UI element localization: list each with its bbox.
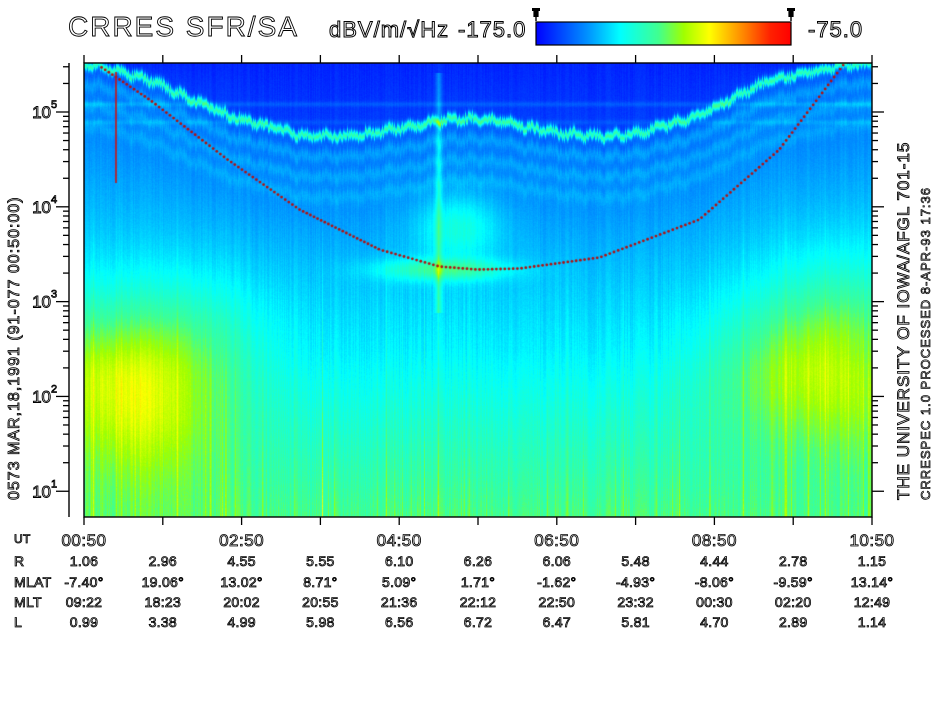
svg-text:13.14°: 13.14° — [851, 574, 893, 590]
svg-text:1.15: 1.15 — [858, 553, 886, 569]
svg-text:L: L — [14, 614, 22, 630]
svg-text:09:22: 09:22 — [66, 594, 103, 610]
svg-text:6.56: 6.56 — [385, 614, 413, 630]
svg-text:1.14: 1.14 — [858, 614, 886, 630]
svg-text:1.71°: 1.71° — [461, 574, 495, 590]
svg-text:18:23: 18:23 — [145, 594, 182, 610]
svg-text:6.47: 6.47 — [543, 614, 571, 630]
svg-text:MLAT: MLAT — [14, 574, 52, 590]
svg-text:4: 4 — [51, 194, 57, 206]
svg-text:2.96: 2.96 — [149, 553, 177, 569]
svg-text:8.71°: 8.71° — [303, 574, 337, 590]
svg-text:10:50: 10:50 — [849, 531, 894, 550]
svg-text:10: 10 — [32, 198, 51, 217]
svg-text:22:50: 22:50 — [539, 594, 576, 610]
svg-text:5.55: 5.55 — [306, 553, 334, 569]
svg-text:4.99: 4.99 — [227, 614, 255, 630]
svg-text:dBV/m/√Hz: dBV/m/√Hz — [329, 17, 449, 42]
svg-text:02:50: 02:50 — [219, 531, 264, 550]
svg-text:-7.40°: -7.40° — [64, 574, 103, 590]
svg-text:10: 10 — [32, 387, 51, 406]
svg-text:5.98: 5.98 — [306, 614, 334, 630]
svg-text:5.09°: 5.09° — [382, 574, 416, 590]
svg-text:10: 10 — [32, 103, 51, 122]
svg-text:R: R — [14, 553, 24, 569]
svg-text:6.06: 6.06 — [543, 553, 571, 569]
svg-text:6.26: 6.26 — [464, 553, 492, 569]
svg-text:3: 3 — [51, 289, 57, 301]
svg-text:-75.0: -75.0 — [808, 17, 863, 42]
svg-text:2.89: 2.89 — [779, 614, 807, 630]
svg-text:0573 MAR,18,1991 (91-077 0: 0573 MAR,18,1991 (91-077 00:50:00) — [6, 196, 23, 500]
svg-text:02:20: 02:20 — [775, 594, 812, 610]
svg-text:CRRESPEC 1.0 PROCESSED 8-A: CRRESPEC 1.0 PROCESSED 8-APR-93 17:36 — [918, 187, 933, 500]
svg-text:4.55: 4.55 — [227, 553, 255, 569]
svg-text:6.10: 6.10 — [385, 553, 413, 569]
svg-text:-8.06°: -8.06° — [695, 574, 734, 590]
svg-text:00:50: 00:50 — [61, 531, 106, 550]
svg-text:-4.93°: -4.93° — [616, 574, 655, 590]
svg-text:04:50: 04:50 — [377, 531, 422, 550]
svg-text:4.70: 4.70 — [700, 614, 728, 630]
svg-text:MLT: MLT — [14, 594, 42, 610]
svg-text:23:32: 23:32 — [617, 594, 654, 610]
svg-text:6.72: 6.72 — [464, 614, 492, 630]
svg-text:CRRES SFR/SA: CRRES SFR/SA — [68, 11, 299, 42]
svg-text:13.02°: 13.02° — [220, 574, 262, 590]
svg-text:2.78: 2.78 — [779, 553, 807, 569]
svg-text:1.06: 1.06 — [70, 553, 98, 569]
svg-text:10: 10 — [32, 482, 51, 501]
svg-text:3.38: 3.38 — [149, 614, 177, 630]
svg-text:-1.62°: -1.62° — [537, 574, 576, 590]
svg-text:5.48: 5.48 — [621, 553, 649, 569]
svg-text:20:02: 20:02 — [223, 594, 260, 610]
svg-text:-9.59°: -9.59° — [774, 574, 813, 590]
svg-text:0.99: 0.99 — [70, 614, 98, 630]
svg-text:19.06°: 19.06° — [142, 574, 184, 590]
svg-text:5: 5 — [51, 99, 57, 111]
svg-text:UT: UT — [14, 532, 31, 546]
svg-text:00:30: 00:30 — [696, 594, 733, 610]
svg-text:1: 1 — [51, 478, 57, 490]
svg-text:2: 2 — [51, 383, 57, 395]
svg-text:08:50: 08:50 — [692, 531, 737, 550]
svg-text:21:36: 21:36 — [381, 594, 418, 610]
svg-text:10: 10 — [32, 293, 51, 312]
svg-text:THE UNIVERSITY OF IOWA/AFGL: THE UNIVERSITY OF IOWA/AFGL 701-15 — [894, 142, 913, 500]
svg-text:4.44: 4.44 — [700, 553, 728, 569]
svg-text:-175.0: -175.0 — [458, 17, 526, 42]
svg-text:20:55: 20:55 — [302, 594, 339, 610]
svg-text:12:49: 12:49 — [854, 594, 891, 610]
svg-text:22:12: 22:12 — [460, 594, 497, 610]
svg-text:06:50: 06:50 — [534, 531, 579, 550]
svg-text:5.81: 5.81 — [621, 614, 649, 630]
